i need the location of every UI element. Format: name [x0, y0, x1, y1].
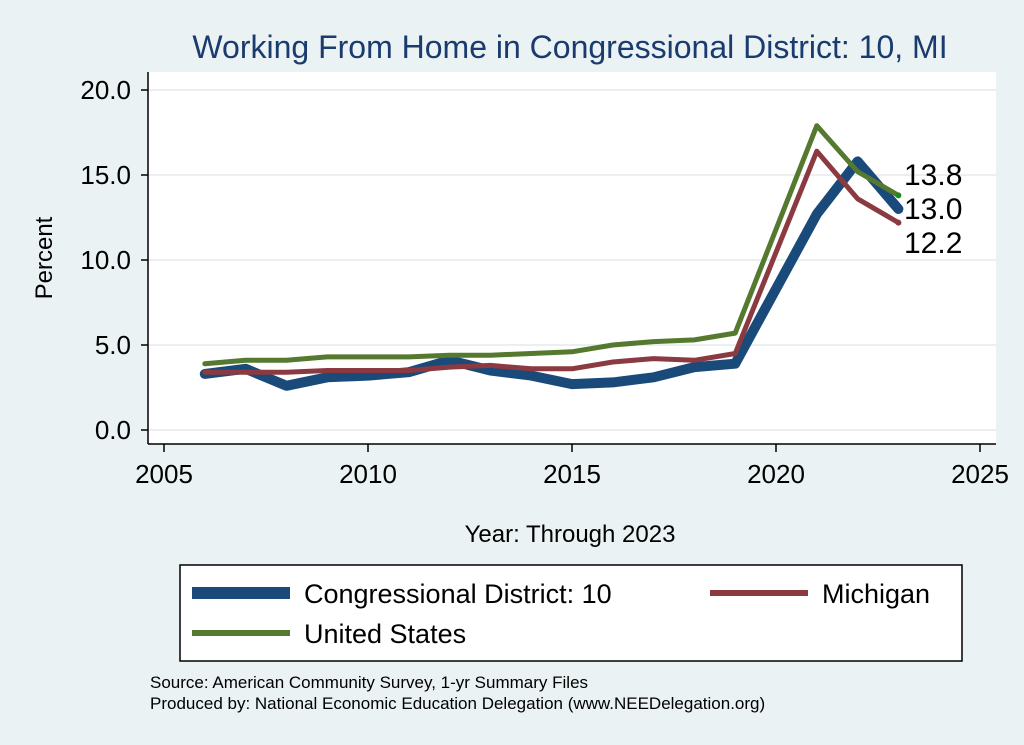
x-tick-label: 2025	[951, 459, 1009, 489]
y-tick-label: 5.0	[95, 330, 131, 360]
series-end-point	[895, 192, 902, 199]
end-value-label: 13.0	[904, 193, 962, 226]
x-tick-label: 2010	[339, 459, 397, 489]
series-lines	[199, 123, 904, 391]
series-line-2	[202, 123, 901, 367]
y-tick-label: 10.0	[80, 245, 131, 275]
y-tick-label: 15.0	[80, 160, 131, 190]
y-tick-label: 20.0	[80, 75, 131, 105]
legend-box	[179, 564, 963, 662]
x-axis-label: Year: Through 2023	[465, 521, 676, 548]
legend-entry: Congressional District: 10	[304, 579, 612, 609]
series-line-1	[202, 148, 901, 375]
x-axis-ticks: 2005 2010 2015 2020 2025	[135, 444, 1009, 489]
x-tick-label: 2015	[543, 459, 601, 489]
x-tick-label: 2005	[135, 459, 193, 489]
y-axis-label: Percent	[31, 216, 58, 299]
series-line-0	[199, 156, 904, 391]
series-end-point	[895, 219, 902, 226]
source-note: Source: American Community Survey, 1-yr …	[150, 673, 588, 692]
grid-lines	[148, 89, 996, 431]
end-labels: 13.813.012.2	[904, 159, 962, 260]
y-axis-ticks: 0.0 5.0 10.0 15.0 20.0	[80, 75, 148, 445]
end-value-label: 12.2	[904, 227, 962, 260]
legend: Congressional District: 10 Michigan United…	[192, 579, 930, 649]
legend-entry: Michigan	[822, 579, 930, 609]
y-tick-label: 0.0	[95, 415, 131, 445]
x-tick-label: 2020	[747, 459, 805, 489]
produced-by-note: Produced by: National Economic Education…	[150, 694, 765, 713]
series-end-point	[895, 206, 902, 212]
chart-title: Working From Home in Congressional Distr…	[192, 29, 947, 65]
end-value-label: 13.8	[904, 159, 962, 192]
legend-entry: United States	[304, 619, 466, 649]
